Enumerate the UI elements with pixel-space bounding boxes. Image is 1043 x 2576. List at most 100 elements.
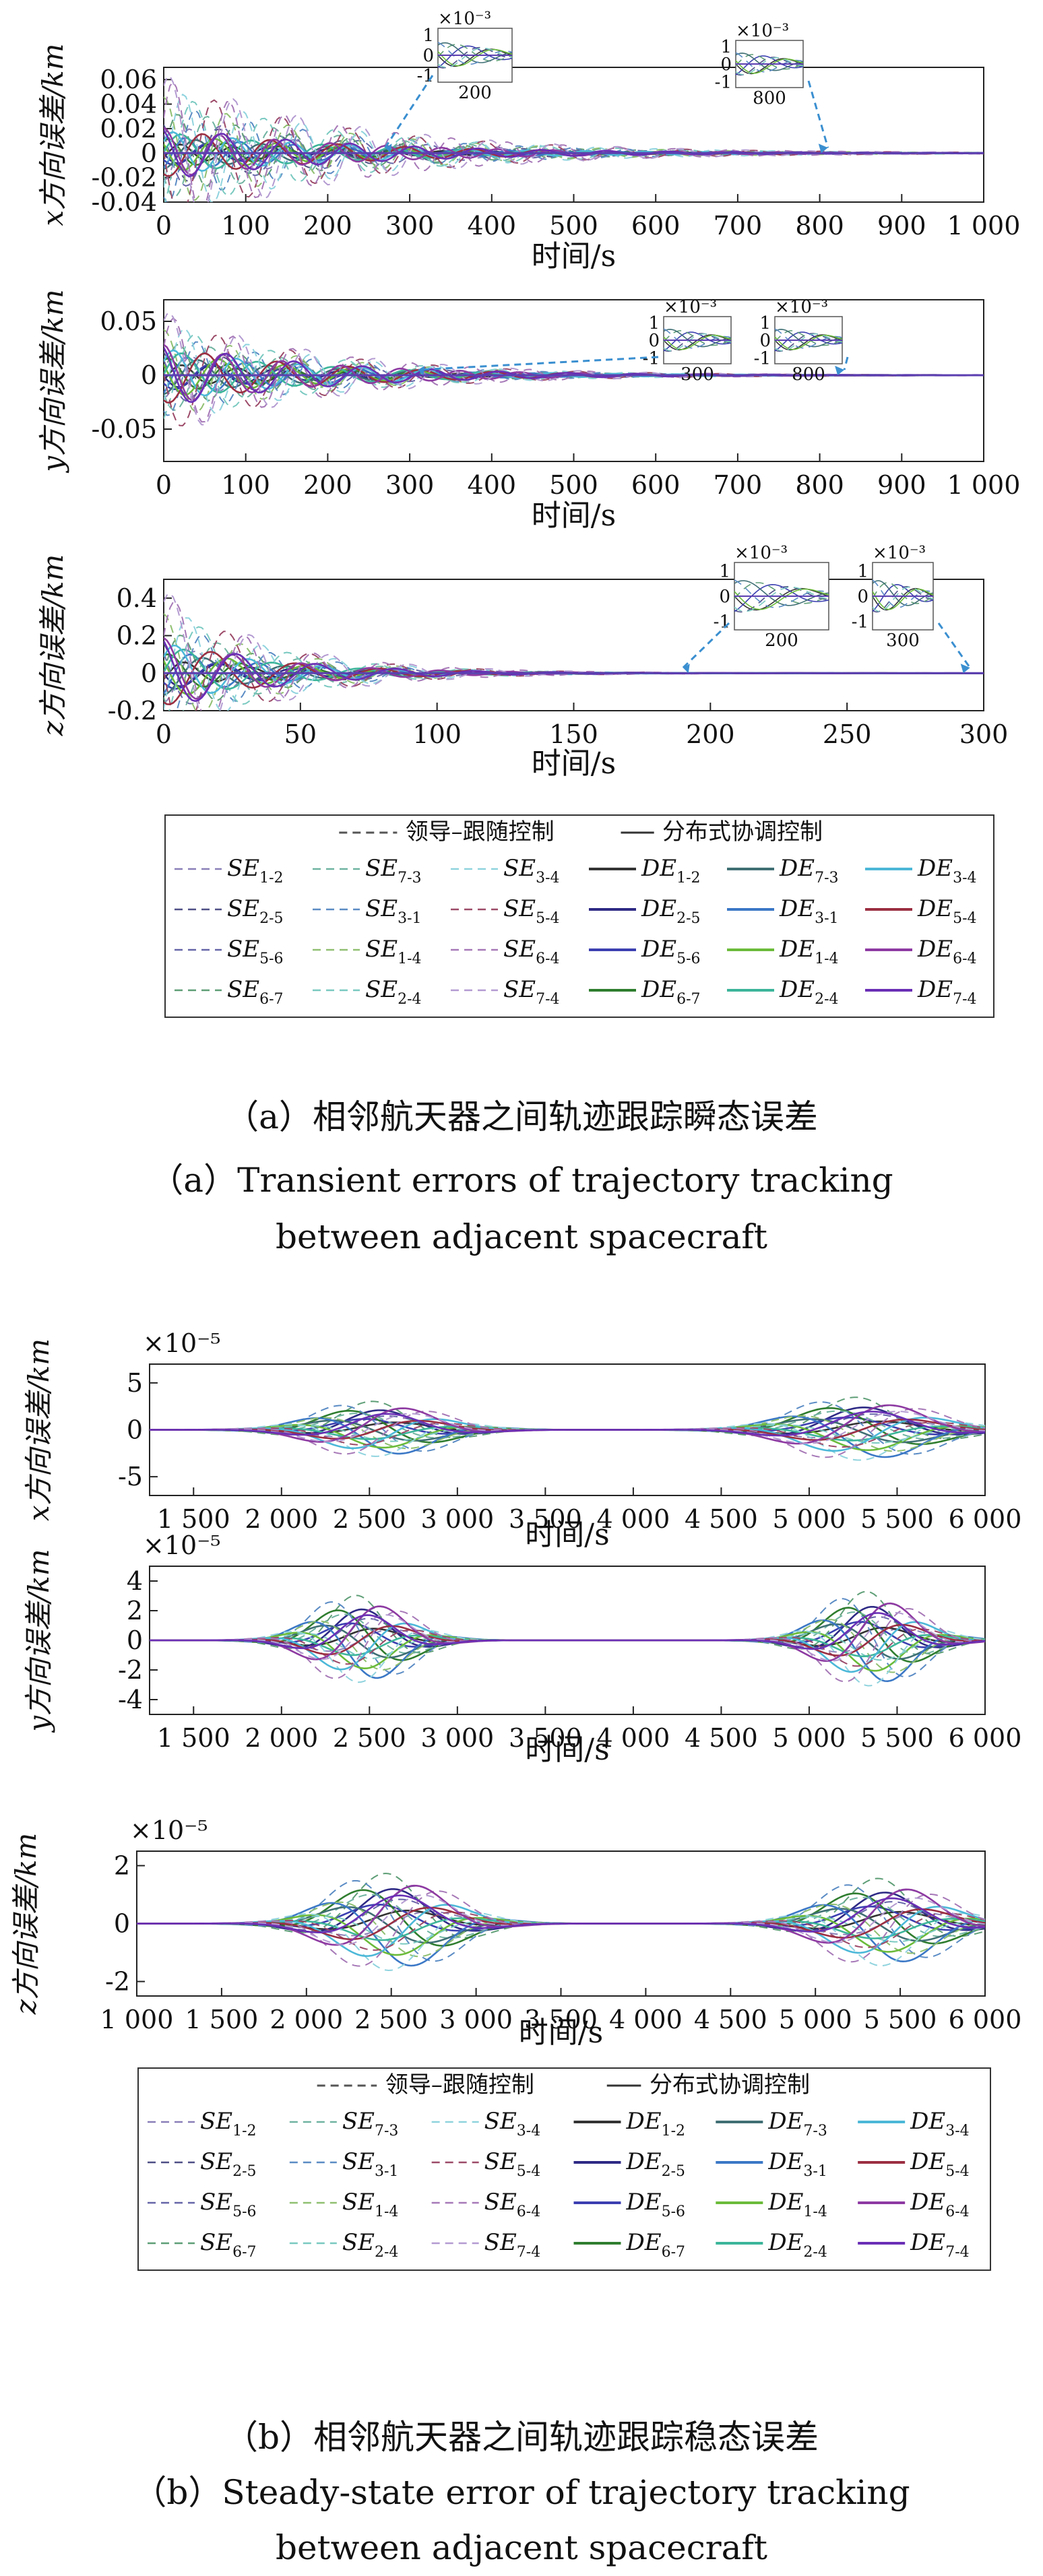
- y-tick-label: 0: [141, 658, 157, 688]
- y-tick-label: 2: [127, 1596, 143, 1625]
- inset-x-tick-label: 800: [753, 88, 786, 108]
- inset-arrow: [937, 622, 971, 669]
- caption-a-en-line2: between adjacent spacecraft: [275, 1217, 768, 1256]
- x-tick-label: 400: [468, 211, 517, 240]
- x-axis-label: 时间/s: [532, 498, 616, 533]
- se-series-line: [150, 1632, 985, 1661]
- zoom-inset: ×10⁻³1 0 -1 200: [682, 543, 829, 674]
- de-series-line: [137, 1889, 985, 1947]
- legend-entry-subscript: 2-4: [815, 991, 838, 1008]
- legend-entry-subscript: 2-5: [676, 910, 700, 927]
- x-tick-label: 900: [877, 470, 926, 500]
- inset-y-tick-label: 0: [759, 331, 771, 351]
- legend-entry-subscript: 2-5: [259, 910, 283, 927]
- se-series-line: [137, 1911, 985, 1971]
- caption-b-en-line2: between adjacent spacecraft: [275, 2528, 768, 2567]
- x-tick-label: 2 500: [354, 2005, 428, 2034]
- inset-y-tick-label: 1: [648, 313, 660, 333]
- x-tick-label: 100: [221, 470, 270, 500]
- inset-series-line: [774, 331, 843, 352]
- inset-series-line: [437, 42, 513, 63]
- legend-entry-subscript: 1-2: [662, 2123, 685, 2139]
- x-tick-label: 4 000: [596, 1504, 670, 1534]
- legend-entry-subscript: 6-4: [536, 951, 559, 967]
- x-tick-label: 4 000: [609, 2005, 683, 2034]
- legend-frame: [137, 2067, 991, 2271]
- inset-y-tick-label: -1: [714, 612, 730, 633]
- y-tick-label: 0.02: [100, 114, 157, 143]
- inset-x-tick-label: 300: [681, 364, 714, 385]
- legend-group-se: 领导–跟随控制: [406, 818, 555, 845]
- legend-entry-subscript: 1-4: [398, 951, 421, 967]
- x-tick-label: 0: [156, 719, 172, 749]
- legend-entry-label: SE5-4: [484, 2148, 541, 2180]
- legend-group-se: 领导–跟随控制: [385, 2071, 534, 2098]
- inset-x-tick-label: 200: [765, 631, 798, 651]
- x-tick-label: 3 000: [420, 1504, 494, 1534]
- x-tick-label: 6 000: [949, 1723, 1022, 1753]
- inset-series-line: [437, 49, 513, 67]
- inset-y-tick-label: 0: [422, 46, 434, 66]
- se-series-line: [150, 1590, 985, 1655]
- y-tick-label: -0.02: [92, 163, 157, 193]
- inset-series-line: [872, 586, 934, 613]
- legend-entry-subscript: 3-1: [375, 2163, 398, 2180]
- se-series-line: [164, 341, 984, 416]
- x-tick-label: 4 500: [685, 1723, 758, 1753]
- y-tick-label: 0.2: [117, 621, 157, 651]
- x-tick-label: 1 000: [947, 470, 1021, 500]
- y-axis-label: z方向误差/km: [36, 554, 69, 737]
- inset-series-line: [663, 330, 732, 346]
- series-group: [150, 1590, 985, 1687]
- x-tick-label: 250: [823, 719, 872, 749]
- legend-entry-subscript: 1-4: [803, 2203, 827, 2220]
- inset-series-line: [774, 334, 843, 350]
- y-tick-label: 0.06: [100, 65, 157, 94]
- x-tick-label: 1 000: [947, 211, 1021, 240]
- x-tick-label: 5 000: [779, 2005, 852, 2034]
- se-series-line: [150, 1405, 985, 1445]
- x-tick-label: 200: [303, 211, 352, 240]
- inset-y-tick-label: 0: [857, 587, 868, 607]
- inset-series-line: [437, 44, 513, 62]
- se-series-line: [164, 109, 984, 202]
- legend-entry-subscript: 3-1: [803, 2163, 827, 2180]
- inset-arrowhead: [960, 664, 970, 674]
- inset-series-line: [735, 52, 804, 73]
- x-tick-label: 900: [877, 211, 926, 240]
- y-tick-label: 4: [127, 1566, 143, 1596]
- x-tick-label: 300: [385, 470, 435, 500]
- inset-arrow: [843, 356, 849, 371]
- legend-entry-subscript: 1-2: [259, 870, 283, 887]
- inset-multiplier: ×10⁻³: [873, 543, 926, 563]
- y-tick-label: 0: [141, 138, 157, 168]
- x-tick-label: 400: [468, 470, 517, 500]
- x-tick-label: 3 500: [509, 1504, 582, 1534]
- x-tick-label: 2 500: [333, 1723, 406, 1753]
- inset-arrow: [384, 75, 434, 149]
- y-tick-label: -0.05: [92, 414, 157, 444]
- x-tick-label: 600: [631, 211, 681, 240]
- legend-entry-subscript: 1-4: [815, 951, 838, 967]
- x-tick-label: 2 000: [245, 1504, 318, 1534]
- y-tick-label: 0: [141, 360, 157, 390]
- x-tick-label: 1 500: [157, 1723, 230, 1753]
- inset-series-line: [872, 588, 934, 610]
- legend-entry-subscript: 7-3: [375, 2123, 398, 2139]
- legend-entry-subscript: 5-6: [662, 2203, 685, 2220]
- legend-frame: [164, 814, 994, 1018]
- zoom-inset: ×10⁻³10-1 800: [754, 297, 849, 385]
- legend-entry-subscript: 6-7: [676, 991, 700, 1008]
- inset-series-line: [663, 329, 732, 348]
- inset-series-line: [872, 586, 934, 612]
- legend-entry-subscript: 5-6: [676, 951, 700, 967]
- zoom-inset: ×10⁻³1 0 -1 300: [852, 543, 971, 674]
- inset-arrowhead: [385, 143, 392, 154]
- legend-entry-subscript: 2-5: [232, 2163, 256, 2180]
- inset-multiplier: ×10⁻³: [438, 9, 491, 29]
- inset-y-tick-label: 0: [719, 587, 730, 607]
- legend-entry-subscript: 6-7: [232, 2244, 256, 2261]
- x-tick-label: 5 500: [864, 2005, 937, 2034]
- x-tick-label: 700: [714, 470, 763, 500]
